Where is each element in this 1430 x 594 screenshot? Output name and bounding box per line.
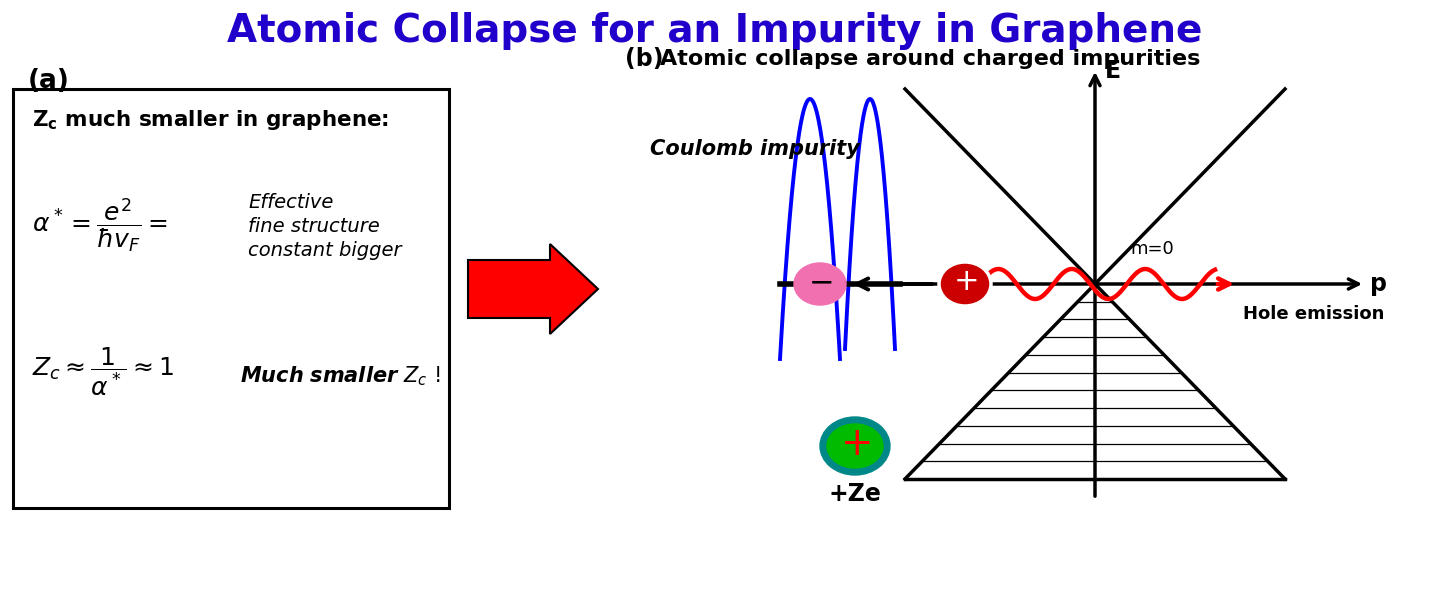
Text: Effective: Effective xyxy=(247,192,333,211)
Text: Coulomb impurity: Coulomb impurity xyxy=(651,139,859,159)
Text: $\alpha^* = \dfrac{e^2}{\hbar v_F} =$: $\alpha^* = \dfrac{e^2}{\hbar v_F} =$ xyxy=(31,197,167,255)
Text: fine structure: fine structure xyxy=(247,216,380,235)
Ellipse shape xyxy=(827,424,882,468)
Text: $+$: $+$ xyxy=(839,425,871,463)
Text: E: E xyxy=(1105,59,1121,83)
Text: constant bigger: constant bigger xyxy=(247,241,402,260)
FancyBboxPatch shape xyxy=(13,89,449,508)
Text: $-$: $-$ xyxy=(808,267,832,296)
Text: +Ze: +Ze xyxy=(828,482,881,506)
Ellipse shape xyxy=(819,417,889,475)
Text: $Z_c \approx \dfrac{1}{\alpha^*} \approx 1$: $Z_c \approx \dfrac{1}{\alpha^*} \approx… xyxy=(31,346,174,398)
Text: p: p xyxy=(1370,272,1387,296)
Text: Hole emission: Hole emission xyxy=(1243,305,1384,323)
Ellipse shape xyxy=(940,262,991,306)
Text: m=0: m=0 xyxy=(1130,240,1174,258)
Text: Atomic Collapse for an Impurity in Graphene: Atomic Collapse for an Impurity in Graph… xyxy=(227,12,1203,50)
Ellipse shape xyxy=(794,263,847,305)
Text: (a): (a) xyxy=(29,68,70,94)
Text: Atomic collapse around charged impurities: Atomic collapse around charged impuritie… xyxy=(661,49,1200,69)
Text: $+$: $+$ xyxy=(952,267,977,296)
Text: $\boldsymbol{Much\ smaller\ Z_c\ !}$: $\boldsymbol{Much\ smaller\ Z_c\ !}$ xyxy=(240,364,440,388)
Text: $\mathbf{Z_c}$ much smaller in graphene:: $\mathbf{Z_c}$ much smaller in graphene: xyxy=(31,108,389,132)
FancyArrow shape xyxy=(468,244,598,334)
Text: (b): (b) xyxy=(625,47,664,71)
